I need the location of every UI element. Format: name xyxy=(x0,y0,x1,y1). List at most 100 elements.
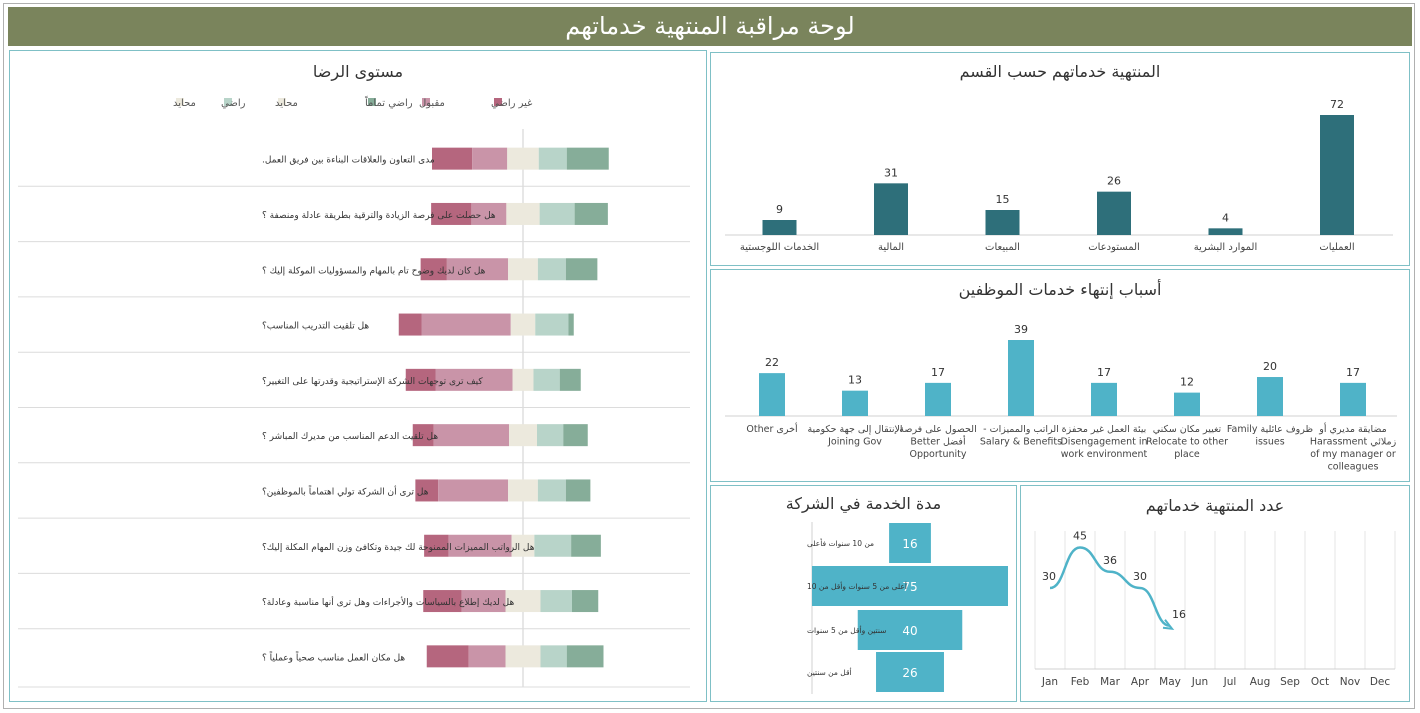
bar-segment-1 xyxy=(420,258,447,281)
data-label: 72 xyxy=(1330,98,1344,111)
bar-segment-5 xyxy=(566,645,604,668)
category-label: issues xyxy=(1255,437,1284,448)
legend-label: محايد xyxy=(275,98,298,109)
tenure-bar xyxy=(812,566,1008,606)
tenure-bar xyxy=(857,610,963,650)
question-label: هل تلقيت التدريب المناسب؟ xyxy=(262,322,369,332)
bar-segment-1 xyxy=(423,590,462,613)
legend-swatch xyxy=(422,98,430,106)
category-label: colleagues xyxy=(1328,462,1379,473)
bar-segment-4 xyxy=(540,590,572,613)
category-label: أقل من سنتين xyxy=(807,667,852,677)
category-label: Opportunity xyxy=(909,449,966,460)
bar-segment-1 xyxy=(412,424,434,447)
reason-bar xyxy=(1008,340,1034,416)
data-label: 13 xyxy=(848,374,862,387)
bar-segment-3 xyxy=(509,424,537,447)
bar-segment-1 xyxy=(431,202,472,225)
data-label: 39 xyxy=(1014,323,1028,336)
bar-segment-5 xyxy=(568,313,574,336)
bar-segment-3 xyxy=(507,147,539,170)
dashboard-title: لوحة مراقبة المنتهية خدماتهم xyxy=(8,7,1412,46)
bar-segment-3 xyxy=(506,202,540,225)
category-label: ظروف عائلية Family xyxy=(1227,424,1313,435)
category-label: الإنتقال إلى جهة حكومية xyxy=(807,424,902,435)
bar-segment-4 xyxy=(537,424,564,447)
data-label: 17 xyxy=(1346,366,1360,379)
bar-segment-3 xyxy=(510,313,536,336)
data-label: 16 xyxy=(902,537,917,551)
bar-segment-4 xyxy=(538,147,567,170)
bar-segment-4 xyxy=(537,479,566,502)
question-label: مدى التعاون والعلاقات البناءة بين فريق ا… xyxy=(262,156,435,166)
category-label: من 10 سنوات فأعلى xyxy=(807,538,874,548)
department-title: المنتهية خدماتهم حسب القسم xyxy=(959,62,1161,81)
month-label: Nov xyxy=(1340,676,1361,688)
reason-bar xyxy=(1340,382,1366,416)
category-label: work environment xyxy=(1061,449,1148,460)
category-label: أفضل Better xyxy=(910,435,966,448)
data-label: 36 xyxy=(1103,554,1117,567)
legend-swatch xyxy=(368,98,376,106)
data-label: 30 xyxy=(1133,570,1147,583)
category-label: زملائي Harassment xyxy=(1310,437,1397,448)
legend-label: مقبول xyxy=(419,98,445,109)
legend-swatch xyxy=(494,98,502,106)
category-label: الخدمات اللوجستية xyxy=(740,242,819,253)
department-panel: المنتهية خدماتهم حسب القسم 72 العمليات 4 ال… xyxy=(710,52,1410,266)
data-label: 31 xyxy=(884,166,898,179)
data-label: 40 xyxy=(902,624,917,638)
question-label: هل حصلت على فرصة الزيادة والترقية بطريقة… xyxy=(262,211,496,221)
bar-segment-2 xyxy=(421,313,511,336)
question-label: هل كان لديك وضوح تام بالمهام والمسؤوليات… xyxy=(262,266,486,276)
line-arrowhead xyxy=(1162,619,1175,631)
category-label: Disengagement in xyxy=(1060,437,1147,448)
data-label: 30 xyxy=(1042,570,1056,583)
data-label: 26 xyxy=(902,666,917,680)
category-label: المستودعات xyxy=(1088,242,1140,253)
question-label: هل لديك إطلاع بالسياسات والأجراءات وهل ت… xyxy=(262,596,514,608)
reason-bar xyxy=(759,373,785,416)
data-label: 17 xyxy=(1097,366,1111,379)
data-label: 45 xyxy=(1073,530,1087,543)
monthly-chart: Jan Feb Mar Apr May Jun Jul Aug Sep Oct Nov Dec 30 45… xyxy=(1034,530,1396,688)
category-label: العمليات xyxy=(1319,242,1354,253)
category-label: المبيعات xyxy=(985,242,1020,253)
legend-label: محايد xyxy=(173,98,196,109)
category-label: Salary & Benefits xyxy=(980,437,1062,448)
reason-bar xyxy=(1091,382,1117,416)
department-bar xyxy=(1097,191,1131,235)
bar-segment-2 xyxy=(468,645,506,668)
question-label: هل الرواتب المميزات الممنوحة لك جيدة وتك… xyxy=(262,543,535,553)
bar-segment-2 xyxy=(435,368,513,391)
month-label: Jan xyxy=(1041,676,1058,688)
satisfaction-title: مستوى الرضا xyxy=(312,62,404,81)
category-label: سنتين وأقل من 5 سنوات xyxy=(807,625,886,635)
month-label: Jun xyxy=(1191,676,1208,688)
bar-segment-1 xyxy=(398,313,422,336)
bar-segment-1 xyxy=(432,147,473,170)
category-label: الراتب والمميزات - xyxy=(983,424,1059,435)
bar-segment-4 xyxy=(540,645,567,668)
legend-swatch xyxy=(224,98,232,106)
category-label: أخرى Other xyxy=(746,422,798,435)
data-label: 26 xyxy=(1107,175,1121,188)
bar-segment-5 xyxy=(559,368,581,391)
bar-segment-1 xyxy=(424,534,449,557)
bar-segment-3 xyxy=(511,534,535,557)
question-label: هل مكان العمل مناسب صحياً وعملياً ؟ xyxy=(262,650,405,663)
month-label: Oct xyxy=(1311,676,1329,688)
bar-segment-5 xyxy=(571,534,601,557)
bar-segment-4 xyxy=(533,368,560,391)
legend-label: غير راضي xyxy=(491,98,532,109)
data-label: 12 xyxy=(1180,376,1194,389)
tenure-panel: مدة الخدمة في الشركة 16 من 10 سنوات فأعلى… xyxy=(710,485,1017,702)
category-label: الحصول على فرصة xyxy=(899,424,976,435)
question-label: كيف ترى توجهات الشركة الإستراتيجية وقدرت… xyxy=(262,377,483,387)
bar-segment-2 xyxy=(471,202,507,225)
department-bar xyxy=(985,210,1020,235)
category-label: مضايقة مديري أو xyxy=(1318,422,1386,435)
question-label: هل تلقيت الدعم المناسب من مديرك المباشر … xyxy=(262,432,438,442)
category-label: تغيير مكان سكني xyxy=(1153,424,1222,435)
